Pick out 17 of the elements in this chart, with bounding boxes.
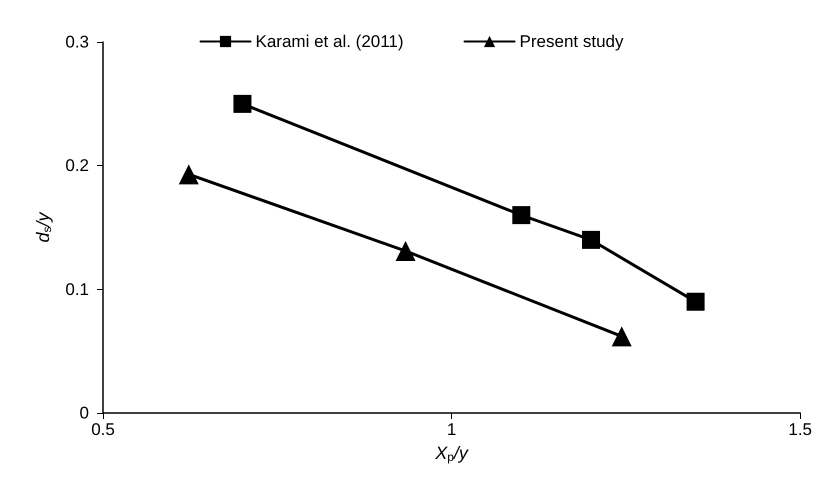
legend-label: Present study	[520, 32, 624, 51]
point	[686, 292, 705, 311]
point	[612, 326, 632, 346]
y-tick-label: 0.2	[65, 156, 89, 176]
x-tick-label: 1.5	[788, 420, 812, 439]
point	[512, 206, 530, 224]
y-tick-label: 0.1	[65, 280, 89, 299]
point	[582, 230, 600, 249]
y-tick-label: 0	[80, 404, 89, 422]
legend-label: Karami et al. (2011)	[256, 32, 404, 51]
point	[396, 240, 416, 261]
y-axis-title: ds/y	[33, 212, 54, 243]
y-tick-label: 0.3	[65, 32, 89, 52]
point	[178, 164, 199, 184]
x-tick-label: 0.5	[91, 420, 115, 439]
x-tick-label: 1	[446, 420, 456, 439]
point	[233, 94, 252, 113]
